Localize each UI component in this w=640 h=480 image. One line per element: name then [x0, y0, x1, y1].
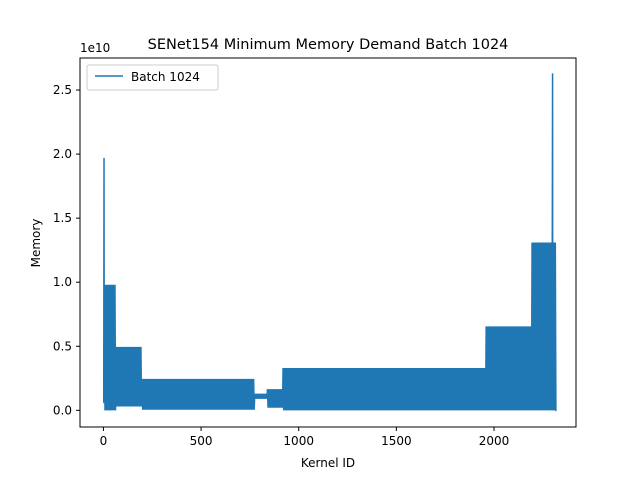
- y-axis-ticks: 0.0 0.5 1.0 1.5 2.0 2.5: [53, 83, 80, 417]
- x-axis-ticks: 0 500 1000 1500 2000: [100, 427, 510, 448]
- x-axis-label: Kernel ID: [301, 456, 355, 470]
- plot-area: [79, 57, 577, 428]
- plot-frame: [79, 57, 577, 428]
- y-tick-label: 2.5: [53, 83, 72, 97]
- chart-title: SENet154 Minimum Memory Demand Batch 102…: [148, 37, 509, 53]
- y-axis-label: Memory: [29, 219, 43, 268]
- y-tick-label: 0.5: [53, 339, 72, 353]
- x-tick-label: 2000: [479, 434, 510, 448]
- y-tick-label: 0.0: [53, 403, 72, 417]
- x-tick-label: 1500: [381, 434, 412, 448]
- legend-box: [86, 64, 219, 91]
- x-tick-label: 1000: [283, 434, 314, 448]
- x-tick-label: 500: [190, 434, 213, 448]
- legend: Batch 1024: [86, 64, 219, 91]
- y-tick-label: 1.0: [53, 275, 72, 289]
- y-tick-label: 1.5: [53, 211, 72, 225]
- legend-label: Batch 1024: [131, 70, 200, 84]
- y-tick-label: 2.0: [53, 147, 72, 161]
- x-tick-label: 0: [100, 434, 108, 448]
- series-line-batch-1024: [102, 73, 557, 412]
- y-scale-label: 1e10: [80, 41, 110, 55]
- series-layer: [102, 73, 557, 412]
